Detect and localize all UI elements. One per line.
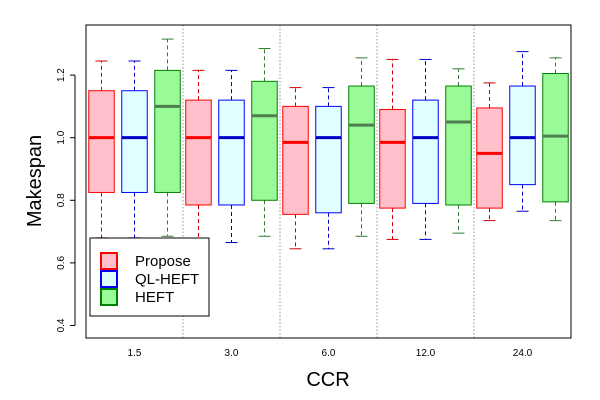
box-propose-12.0 <box>379 58 406 240</box>
box-series <box>88 38 569 250</box>
box-iqr <box>282 105 309 215</box>
box-propose-3.0 <box>185 69 212 244</box>
box-iqr <box>412 99 439 204</box>
x-axis: 1.5 3.0 6.0 12.0 24.0 <box>128 348 533 359</box>
box-propose-24.0 <box>476 82 503 222</box>
box-iqr <box>348 85 375 204</box>
box-ql-heft-6.0 <box>315 87 342 250</box>
legend-label-propose: Propose <box>135 253 191 270</box>
box-iqr <box>445 85 472 206</box>
box-iqr <box>218 99 245 206</box>
plot-frame <box>85 24 572 339</box>
y-tick-label: 0.8 <box>56 193 67 207</box>
box-iqr <box>542 73 569 203</box>
box-iqr <box>509 85 536 186</box>
box-propose-1.5 <box>88 60 115 239</box>
legend-label-ql-heft: QL-HEFT <box>135 271 199 288</box>
box-ql-heft-12.0 <box>412 58 439 240</box>
box-ql-heft-1.5 <box>121 60 148 239</box>
box-ql-heft-3.0 <box>218 69 245 244</box>
y-tick-label: 1.0 <box>56 130 67 144</box>
box-heft-1.5 <box>154 38 181 237</box>
y-tick-label: 0.4 <box>56 318 67 332</box>
box-ql-heft-24.0 <box>509 51 536 212</box>
x-axis-title: CCR <box>306 369 349 391</box>
x-tick-label: 3.0 <box>225 348 239 359</box>
legend-swatch-propose <box>100 252 118 270</box>
box-heft-6.0 <box>348 57 375 237</box>
x-tick-label: 6.0 <box>322 348 336 359</box>
legend-swatch-ql-heft <box>100 270 118 288</box>
box-heft-3.0 <box>251 47 278 237</box>
box-iqr <box>476 107 503 209</box>
y-tick-label: 0.6 <box>56 255 67 269</box>
y-axis: 0.4 0.6 0.8 1.0 1.2 <box>56 68 76 332</box>
box-iqr <box>88 90 115 193</box>
box-iqr <box>251 80 278 201</box>
box-heft-24.0 <box>542 57 569 222</box>
x-tick-label: 1.5 <box>128 348 142 359</box>
box-iqr <box>121 90 148 193</box>
box-iqr <box>379 109 406 209</box>
box-iqr <box>185 99 212 206</box>
box-iqr <box>315 105 342 214</box>
box-iqr <box>154 69 181 193</box>
legend-label-heft: HEFT <box>135 289 174 306</box>
x-tick-label: 24.0 <box>513 348 533 359</box>
box-propose-6.0 <box>282 87 309 250</box>
legend-swatch-heft <box>100 288 118 306</box>
x-tick-label: 12.0 <box>416 348 436 359</box>
y-axis-title: Makespan <box>24 135 46 227</box>
y-tick-label: 1.2 <box>56 68 67 82</box>
box-heft-12.0 <box>445 68 472 234</box>
